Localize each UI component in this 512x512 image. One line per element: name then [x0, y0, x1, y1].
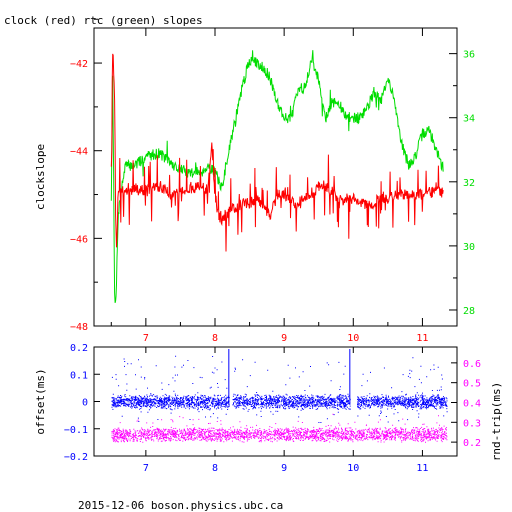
chart-title: clock (red) rtc (green) slopes [4, 14, 203, 27]
bottom-y-axis-label: offset(ms) [34, 368, 47, 434]
top-y-tick-label: −48 [70, 322, 88, 333]
top-tick-layer: 7 8 9 10 11 −48 −46 −44 −42 28 30 32 34 36 [70, 18, 475, 344]
footer-caption: 2015-12-06 boson.physics.ubc.ca [78, 499, 283, 512]
top-y2-tick-label: 34 [463, 114, 475, 125]
bottom-y2-axis-label: rnd-trip(ms) [490, 382, 503, 461]
bottom-tick-layer: 7 8 9 10 11 −0.2 −0.1 0 0.1 0.2 0.2 0.3 0.4 0.5 0.6 [64, 343, 481, 474]
rnd-trip-series [111, 413, 448, 443]
bottom-y2-tick-label: 0.3 [463, 418, 481, 429]
bottom-x-tick-label: 7 [143, 463, 149, 474]
top-y2-tick-label: 36 [463, 50, 475, 61]
top-series-layer [110, 50, 444, 304]
top-chart: clock (red) rtc (green) slopes 7 8 9 10 11 −4… [4, 14, 475, 344]
bottom-x-tick-label: 8 [212, 463, 218, 474]
top-y-tick-label: −46 [70, 234, 88, 245]
top-x-tick-label: 10 [347, 333, 359, 344]
bottom-y-tick-label: 0.2 [70, 343, 88, 354]
bottom-y2-tick-label: 0.5 [463, 379, 481, 390]
bottom-y2-tick-label: 0.4 [463, 398, 481, 409]
top-x-tick-label: 11 [416, 333, 428, 344]
top-x-tick-label: 7 [143, 333, 149, 344]
bottom-x-tick-label: 11 [416, 463, 428, 474]
top-plot-frame [93, 27, 458, 327]
bottom-y-tick-label: −0.2 [64, 452, 88, 463]
top-y-axis-label: clockslope [34, 144, 47, 210]
top-y-tick-label: −42 [70, 59, 88, 70]
top-x-tick-label: 9 [281, 333, 287, 344]
top-y2-tick-label: 30 [463, 242, 475, 253]
bottom-x-tick-label: 10 [347, 463, 359, 474]
bottom-y-tick-label: −0.1 [64, 425, 88, 436]
top-y-tick-label: −44 [70, 147, 88, 158]
bottom-y-tick-label: 0.1 [70, 370, 88, 381]
top-y2-tick-label: 28 [463, 306, 475, 317]
rnd-trip-points [111, 413, 448, 443]
bottom-chart: 7 8 9 10 11 −0.2 −0.1 0 0.1 0.2 0.2 0.3 0.4 0.5 0.6 of… [34, 343, 503, 474]
top-x-tick-label: 8 [212, 333, 218, 344]
clock-series-line [110, 53, 444, 252]
bottom-y2-tick-label: 0.6 [463, 359, 481, 370]
rtc-series-line [110, 50, 444, 304]
bottom-y2-tick-label: 0.2 [463, 438, 481, 449]
bottom-x-tick-label: 9 [281, 463, 287, 474]
offset-points [111, 355, 448, 423]
offset-series [111, 349, 448, 423]
bottom-y-tick-label: 0 [82, 398, 88, 409]
top-y2-tick-label: 32 [463, 178, 475, 189]
bottom-series-layer [111, 349, 448, 443]
